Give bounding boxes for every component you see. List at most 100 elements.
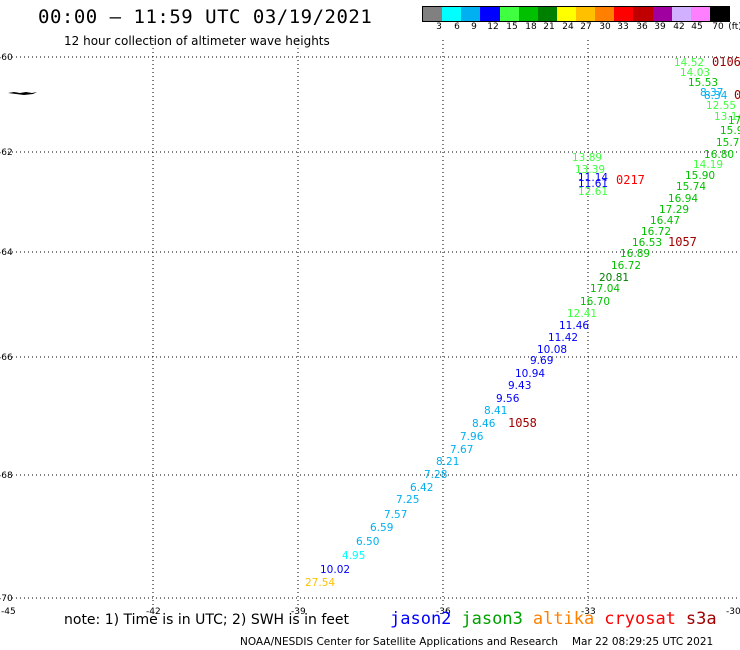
longitude-label: -30 [726, 607, 740, 617]
wave-height-label: 16.80 [704, 149, 734, 161]
latitude-label: -68 [0, 471, 13, 481]
color-swatch [652, 7, 672, 21]
coastline-island [8, 92, 37, 95]
color-scale-label: 30 [599, 22, 611, 32]
wave-height-label: 9.56 [496, 393, 520, 405]
wave-height-label: 6.59 [370, 522, 393, 534]
color-scale-label: 70 [712, 22, 724, 32]
wave-height-label: 12.41 [567, 308, 597, 320]
credit-text: NOAA/NESDIS Center for Satellite Applica… [240, 636, 558, 648]
island-shape [8, 92, 37, 95]
color-scale-label: 45 [691, 22, 703, 32]
wave-height-label: 15.90 [685, 170, 715, 182]
wave-height-label: 15.9 [720, 125, 740, 137]
wave-height-label: 15.53 [688, 77, 718, 89]
latitude-label: -70 [0, 594, 13, 604]
timestamp-text: Mar 22 08:29:25 UTC 2021 [572, 636, 714, 648]
satellite-legend-item: jason3 [461, 609, 523, 629]
color-scale-label: 6 [454, 22, 460, 32]
color-swatch [499, 7, 519, 21]
latitude-label: -64 [0, 248, 13, 258]
color-scale-label: 12 [487, 22, 499, 32]
satellite-legend: jason2 jason3 altika cryosat s3a [390, 609, 727, 629]
wave-height-label: 16.70 [580, 296, 610, 308]
color-swatch [595, 7, 615, 21]
time-label: 1058 [508, 416, 537, 430]
color-scale-label: 36 [636, 22, 648, 32]
wave-height-label: 13.89 [572, 152, 602, 164]
wave-height-label: 16.72 [641, 226, 671, 238]
axis-labels: -60 -62 -64 -66 -68 -70 -45 -42 -39 -36 -33 -30 [0, 53, 740, 617]
latitude-label: -62 [0, 148, 13, 158]
color-scale-label: 42 [673, 22, 685, 32]
wave-height-label: 8.21 [436, 456, 459, 468]
longitude-label: -45 [1, 607, 16, 617]
latitude-label: -60 [0, 53, 13, 63]
wave-height-label: 17.29 [659, 204, 689, 216]
satellite-legend-item: altika [532, 609, 595, 629]
color-swatch [671, 7, 691, 21]
wave-height-label: 16.47 [650, 215, 680, 227]
wave-height-label: 10.02 [320, 564, 350, 576]
time-labels: 0106 0 0217 1057 1058 [508, 55, 740, 430]
wave-height-label: 10.08 [537, 344, 567, 356]
wave-height-label: 14.52 [674, 57, 704, 69]
page-subtitle: 12 hour collection of altimeter wave hei… [64, 34, 330, 48]
color-scale-bar [422, 6, 730, 22]
longitude-label: -39 [291, 607, 306, 617]
wave-height-label: 17 [728, 115, 740, 127]
color-swatch [556, 7, 576, 21]
page-title: 00:00 – 11:59 UTC 03/19/2021 [38, 6, 373, 28]
wave-height-label: 11.61 [578, 178, 608, 190]
wave-height-label: 16.94 [668, 193, 698, 205]
footer-credit: NOAA/NESDIS Center for Satellite Applica… [240, 636, 713, 648]
wave-height-label: 6.42 [410, 482, 433, 494]
satellite-legend-item: cryosat [604, 609, 676, 629]
color-scale-label: 3 [436, 22, 442, 32]
color-swatch [709, 7, 729, 21]
color-swatch [614, 7, 634, 21]
color-swatch [518, 7, 538, 21]
color-scale-label: 33 [617, 22, 629, 32]
wave-height-label: 13.39 [575, 164, 605, 176]
time-label: 0 [734, 88, 740, 102]
wave-height-label: 20.81 [599, 272, 629, 284]
color-swatch [537, 7, 557, 21]
color-scale-label: 18 [525, 22, 537, 32]
wave-height-label: 7.25 [396, 494, 419, 506]
wave-height-label: 15.70 [716, 137, 740, 149]
footer-note: note: 1) Time is in UTC; 2) SWH is in fe… [64, 612, 350, 628]
color-swatch [633, 7, 653, 21]
color-swatch [690, 7, 710, 21]
color-scale-label: 21 [543, 22, 555, 32]
time-label: 0106 [712, 55, 740, 69]
color-swatch [576, 7, 596, 21]
wave-height-label: 7.96 [460, 431, 484, 443]
wave-height-label: 14.19 [693, 159, 723, 171]
wave-height-label: 12.61 [578, 186, 608, 198]
wave-height-label: 8.41 [484, 405, 507, 417]
wave-height-label: 12.55 [706, 100, 736, 112]
wave-height-label: 7.57 [384, 509, 407, 521]
wave-height-label: 4.95 [342, 550, 365, 562]
longitude-label: -42 [146, 607, 161, 617]
color-scale-label: 9 [471, 22, 477, 32]
wave-height-label: 16.89 [620, 248, 650, 260]
satellite-legend-item: s3a [685, 609, 717, 629]
wave-height-label: 9.69 [530, 355, 553, 367]
satellite-legend-item: jason2 [390, 609, 452, 629]
wave-height-label: 14.03 [680, 67, 710, 79]
longitude-label: -36 [436, 607, 451, 617]
wave-height-label: 8.34 [704, 90, 728, 102]
map-grid [8, 40, 740, 605]
wave-height-label: 7.67 [450, 444, 473, 456]
color-scale-label: 27 [580, 22, 592, 32]
latitude-label: -66 [0, 353, 13, 363]
wave-height-label: 15.74 [676, 181, 706, 193]
wave-height-label: 7.28 [424, 469, 447, 481]
wave-height-label: 11.42 [548, 332, 578, 344]
wave-height-label: 13.14 [714, 111, 740, 123]
wave-height-label: 8.37 [700, 87, 723, 99]
